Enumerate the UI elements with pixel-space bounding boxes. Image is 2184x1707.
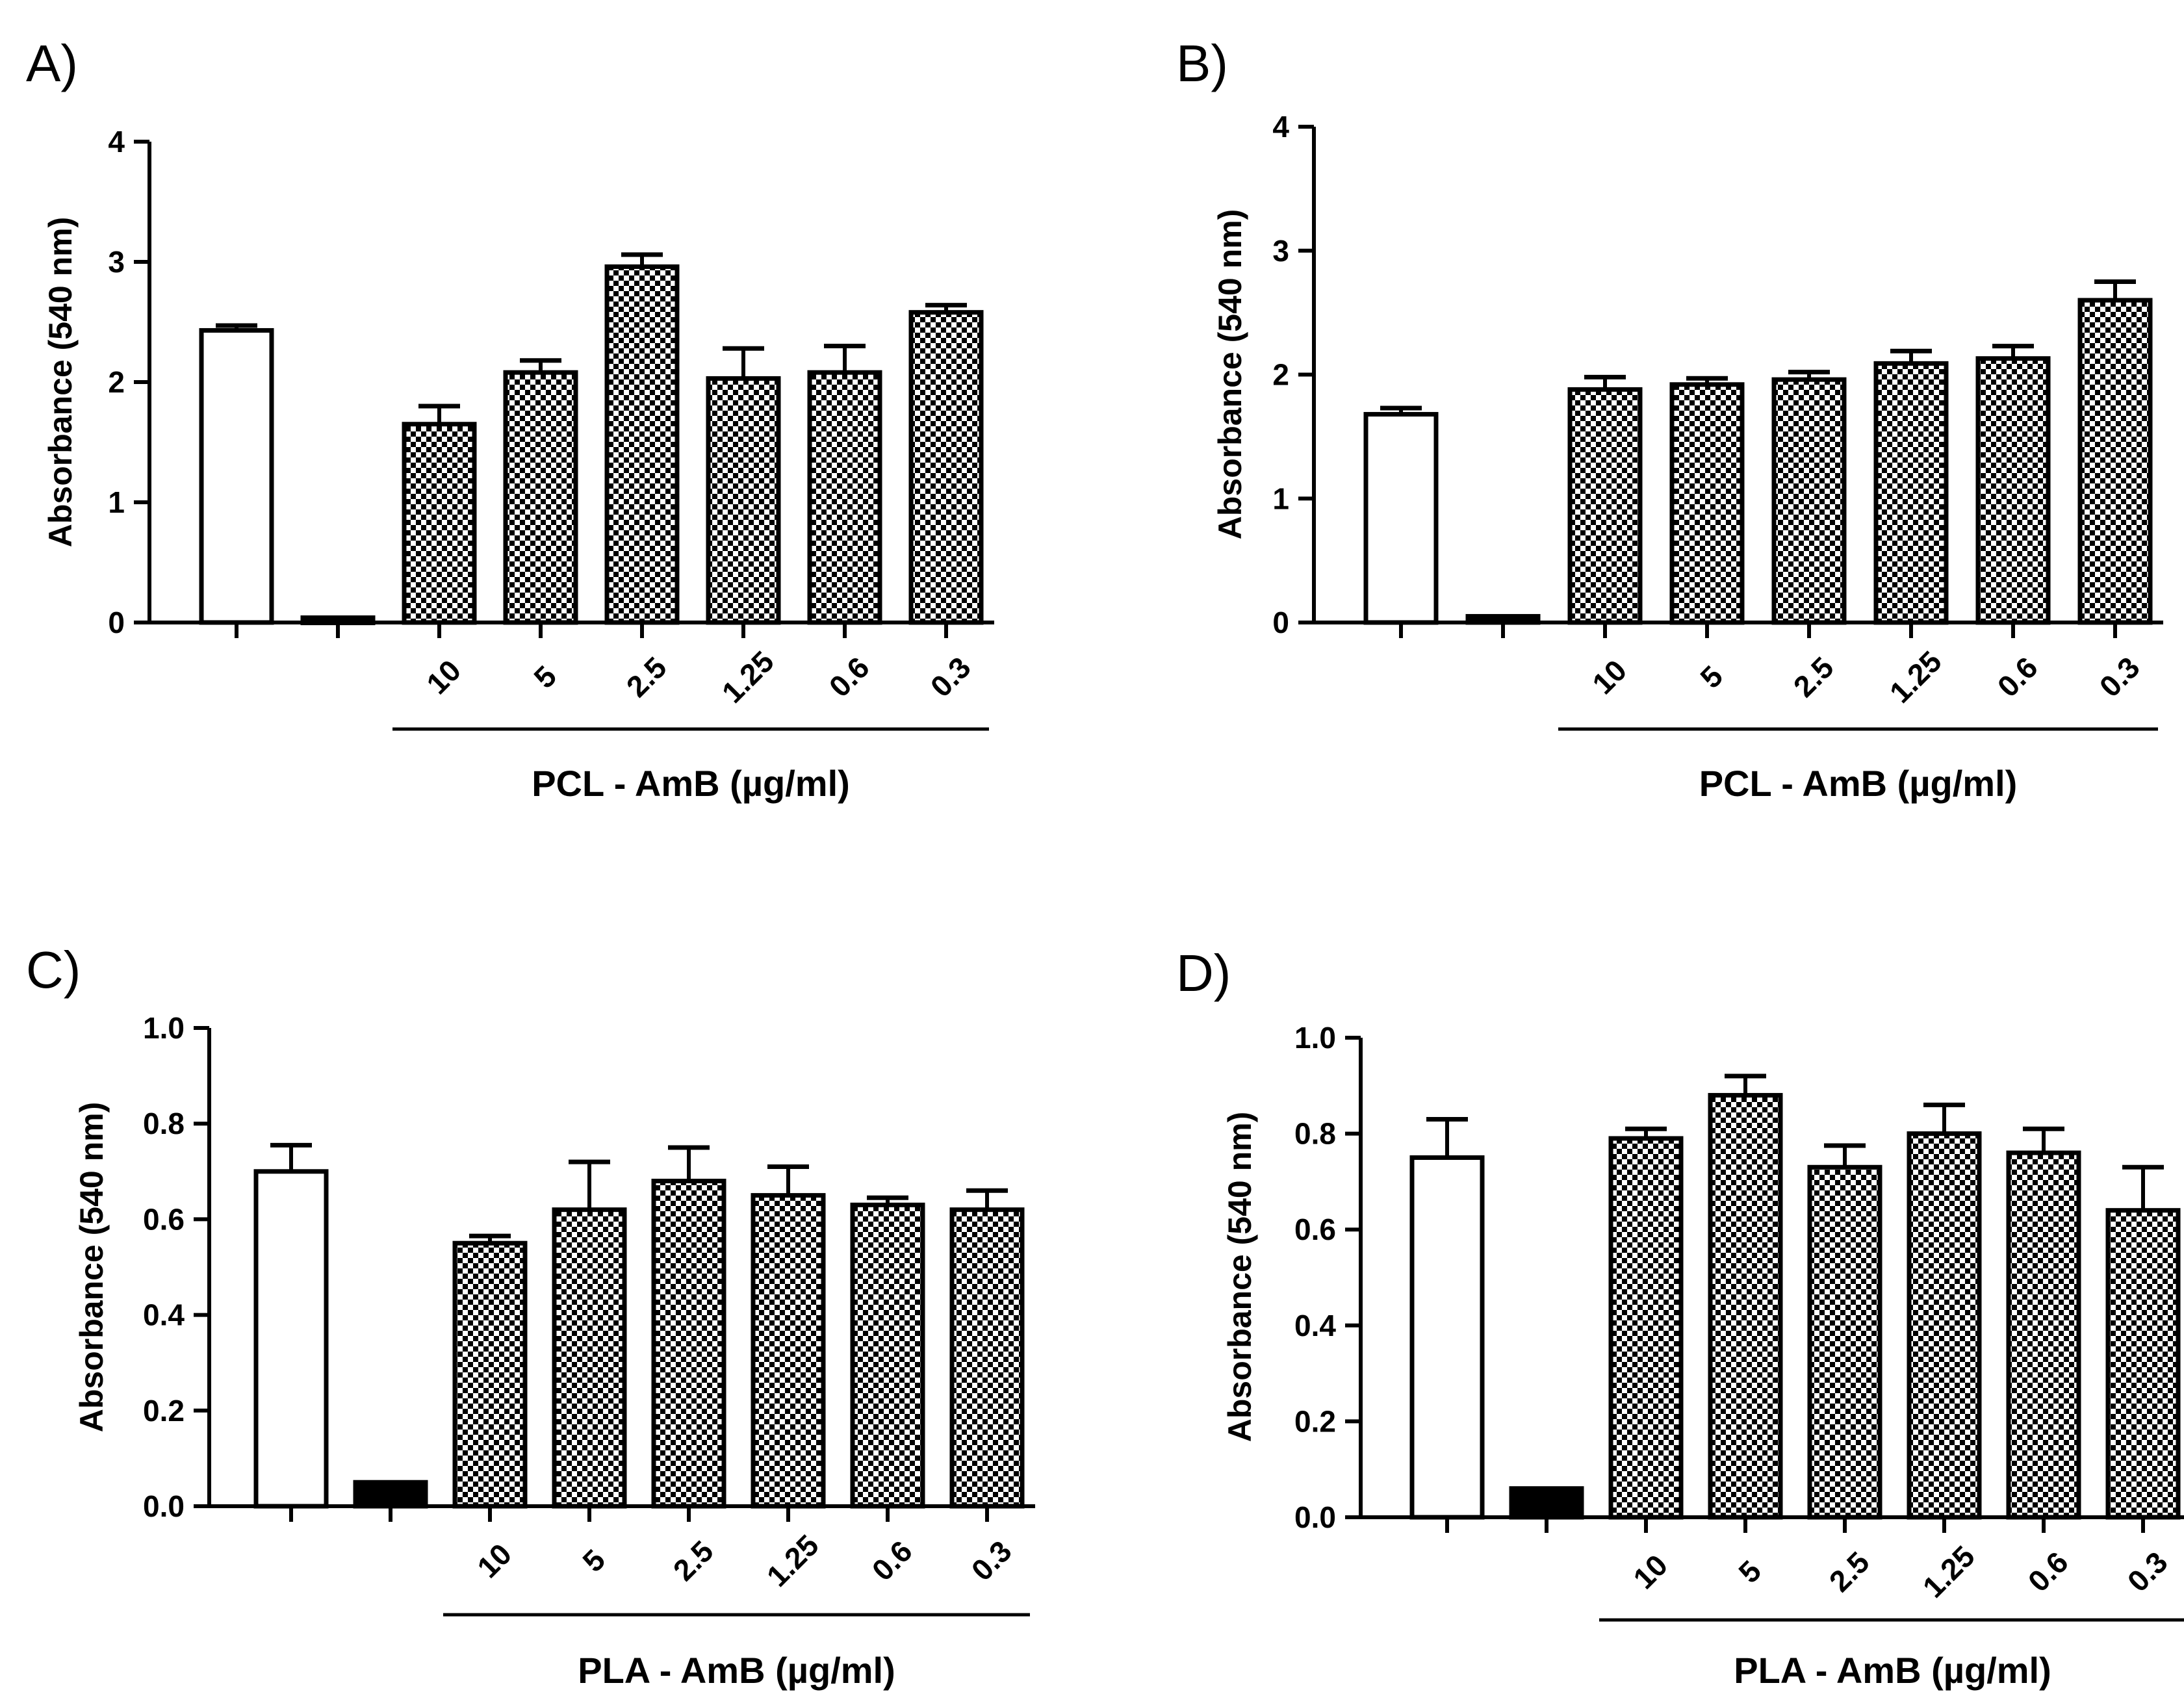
y-tick-label: 0.6 (143, 1202, 185, 1236)
x-tick-label: 0.3 (2121, 1545, 2174, 1598)
y-axis-label: Absorbance (540 nm) (42, 217, 79, 547)
x-tick-label: 5 (1732, 1554, 1767, 1589)
y-tick-label: 0.0 (143, 1489, 185, 1523)
x-tick-label: 1.25 (715, 645, 780, 710)
x-tick-label: 0.6 (866, 1534, 919, 1587)
bar (1907, 1131, 1982, 1520)
x-axis-label: PCL - AmB (µg/ml) (532, 763, 850, 804)
bar (253, 1169, 329, 1509)
x-tick-label: 0.6 (2022, 1545, 2075, 1598)
x-tick-label: 0.3 (924, 650, 977, 704)
bar (300, 615, 376, 626)
y-axis-label: Absorbance (540 nm) (73, 1102, 110, 1432)
bar (751, 1193, 826, 1509)
x-tick-label: 5 (1693, 659, 1729, 695)
bar (651, 1179, 726, 1509)
panel-letter: B) (1176, 34, 1228, 92)
bar (604, 264, 680, 625)
y-tick-label: 1.0 (1294, 1021, 1336, 1055)
bar (1567, 387, 1643, 625)
bar (452, 1240, 528, 1509)
panel-letter: A) (26, 34, 78, 92)
bar (1975, 356, 2051, 625)
bar (353, 1480, 428, 1509)
x-tick-label: 1.25 (1916, 1539, 1981, 1604)
y-tick-label: 0.8 (1294, 1117, 1336, 1151)
bar (402, 422, 477, 625)
x-tick-label: 0.3 (2093, 650, 2146, 704)
bar (1807, 1164, 1882, 1520)
bar (949, 1207, 1025, 1509)
x-tick-label: 10 (1586, 653, 1633, 700)
x-axis-label: PLA - AmB (µg/ml) (1734, 1650, 2051, 1691)
x-tick-label: 5 (576, 1543, 611, 1578)
x-tick-label: 1.25 (760, 1528, 825, 1593)
y-tick-label: 3 (108, 245, 125, 279)
panel-letter: C) (26, 941, 81, 999)
y-tick-label: 1 (108, 485, 125, 519)
bar (706, 376, 781, 625)
x-tick-label: 0.3 (965, 1534, 1018, 1587)
x-tick-label: 2.5 (667, 1534, 720, 1587)
bar (1608, 1136, 1684, 1520)
bar (552, 1207, 627, 1509)
bar (850, 1202, 925, 1509)
y-axis-label: Absorbance (540 nm) (1212, 209, 1248, 539)
bar (1465, 613, 1541, 625)
bar (807, 370, 882, 625)
bar (1708, 1093, 1783, 1520)
y-tick-label: 0.6 (1294, 1213, 1336, 1246)
panel-4: D) 0.0 0.2 0.4 0.6 0.8 1.0 Absorbance (540 nm) 1… (1176, 944, 2184, 1691)
y-tick-label: 0.4 (1294, 1309, 1336, 1342)
panel-3: C) 0.0 0.2 0.4 0.6 0.8 1.0 Absorbance (540 nm) 1… (26, 941, 1035, 1691)
panel-2: B) 0 1 2 3 4 Absorbance (540 nm) 10 5 2.5 1.25 0.6 0… (1176, 34, 2163, 804)
y-tick-label: 3 (1272, 234, 1289, 268)
panel-1: A) 0 1 2 3 4 Absorbance (540 nm) 10 5 2.5 1.25 0.6 0… (26, 34, 994, 804)
y-tick-label: 0.8 (143, 1107, 185, 1140)
y-tick-label: 0 (108, 606, 125, 639)
bar (1509, 1486, 1584, 1520)
x-tick-label: 1.25 (1883, 645, 1948, 710)
x-tick-label: 0.6 (1991, 650, 2044, 704)
y-tick-label: 0.2 (143, 1394, 185, 1428)
y-tick-label: 1 (1272, 481, 1289, 515)
x-tick-label: 10 (470, 1537, 518, 1584)
x-axis-label: PLA - AmB (µg/ml) (578, 1650, 895, 1691)
bar (503, 370, 578, 625)
y-tick-label: 2 (1272, 358, 1289, 392)
y-tick-label: 0.4 (143, 1298, 185, 1332)
y-tick-label: 0.0 (1294, 1500, 1336, 1534)
bar (1409, 1155, 1485, 1520)
bar (1669, 382, 1745, 625)
bar (2077, 298, 2153, 625)
x-tick-label: 10 (1626, 1548, 1674, 1595)
x-tick-label: 10 (420, 653, 467, 700)
bar (199, 327, 274, 625)
x-axis-label: PCL - AmB (µg/ml) (1699, 763, 2018, 804)
y-tick-label: 2 (108, 365, 125, 399)
bar (1363, 412, 1439, 625)
y-tick-label: 0 (1272, 606, 1289, 639)
y-tick-label: 4 (1272, 110, 1289, 144)
x-tick-label: 2.5 (1787, 650, 1840, 704)
bar (908, 310, 984, 625)
y-axis-label: Absorbance (540 nm) (1222, 1112, 1258, 1442)
bar (1873, 361, 1949, 625)
x-tick-label: 2.5 (1823, 1545, 1876, 1598)
y-tick-label: 1.0 (143, 1011, 185, 1045)
y-tick-label: 0.2 (1294, 1404, 1336, 1438)
bar (2105, 1208, 2181, 1520)
bar (2006, 1150, 2081, 1520)
x-tick-label: 2.5 (620, 650, 673, 704)
x-tick-label: 5 (527, 659, 563, 695)
bar (1771, 377, 1847, 625)
panel-letter: D) (1176, 944, 1231, 1002)
x-tick-label: 0.6 (823, 650, 876, 704)
y-tick-label: 4 (108, 125, 125, 159)
